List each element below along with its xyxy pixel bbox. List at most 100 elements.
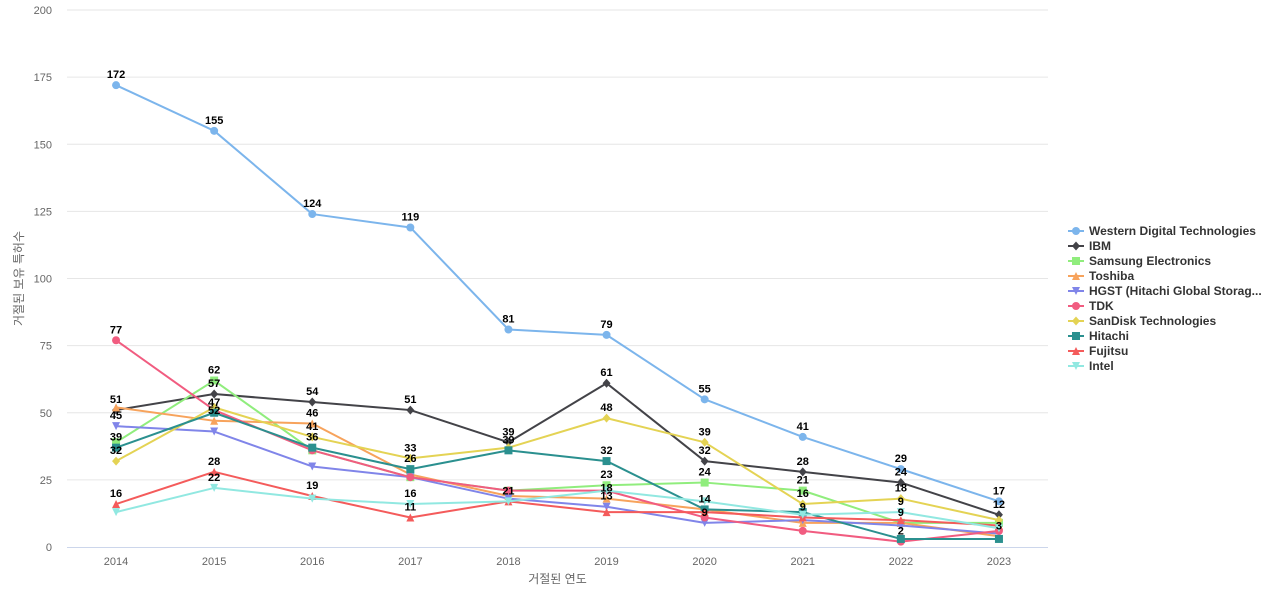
- data-point: [798, 510, 807, 519]
- data-point: [602, 413, 611, 423]
- legend-item-samsung-electronics[interactable]: Samsung Electronics: [1068, 254, 1211, 268]
- data-point: [798, 467, 807, 477]
- data-point: [896, 478, 905, 488]
- data-label: 36: [306, 432, 318, 444]
- data-point: [602, 494, 611, 503]
- legend-marker: [1072, 347, 1080, 355]
- data-label: 24: [699, 467, 712, 479]
- legend-item-fujitsu[interactable]: Fujitsu: [1068, 344, 1128, 358]
- data-point: [602, 486, 611, 495]
- x-axis-title: 거절된 연도: [528, 572, 587, 586]
- legend-item-toshiba[interactable]: Toshiba: [1068, 269, 1134, 283]
- data-point: [504, 497, 513, 506]
- data-label: 62: [208, 365, 220, 377]
- data-point: [700, 478, 709, 487]
- legend-marker: [1072, 257, 1080, 265]
- x-axis-ticks: 2014 2015 2016 2017 2018 2019 2020 2021 2022 2023: [104, 556, 1011, 568]
- legend-item-sandisk-technologies[interactable]: SanDisk Technologies: [1068, 314, 1216, 328]
- legend-label: Fujitsu: [1089, 344, 1128, 358]
- data-point: [112, 443, 121, 452]
- data-point: [602, 508, 611, 517]
- data-label: 54: [306, 386, 319, 398]
- data-label: 79: [600, 319, 612, 331]
- y-tick-label: 100: [34, 274, 52, 286]
- series-line: [115, 425, 1000, 535]
- data-point: [896, 465, 905, 474]
- y-axis-ticks: 0 25 50 75 100 125 150 175 200: [34, 5, 52, 554]
- legend-item-ibm[interactable]: IBM: [1068, 239, 1111, 253]
- series-line: [115, 379, 1000, 524]
- legend-label: SanDisk Technologies: [1089, 314, 1216, 328]
- data-point: [602, 378, 611, 388]
- data-point: [602, 502, 611, 511]
- data-point: [210, 483, 219, 492]
- legend-item-hgst-hitachi-global-storag[interactable]: HGST (Hitachi Global Storag...: [1068, 284, 1262, 298]
- legend-item-intel[interactable]: Intel: [1068, 359, 1114, 373]
- data-label: 9: [898, 496, 904, 508]
- series-line: [115, 406, 1000, 522]
- data-point: [210, 408, 219, 417]
- series-line: [115, 486, 1000, 530]
- data-label: 51: [404, 394, 416, 406]
- data-point: [896, 508, 905, 517]
- data-label: 18: [895, 483, 907, 495]
- x-tick-label: 2018: [496, 556, 520, 568]
- data-point: [602, 330, 611, 339]
- legend-marker: [1072, 362, 1080, 370]
- data-point: [798, 499, 807, 509]
- legend-label: Samsung Electronics: [1089, 254, 1211, 268]
- legend-item-tdk[interactable]: TDK: [1068, 299, 1114, 313]
- data-point: [994, 515, 1003, 525]
- data-point: [308, 432, 317, 442]
- data-label: 39: [502, 426, 514, 438]
- y-tick-label: 150: [34, 139, 52, 151]
- series-line: [115, 406, 1000, 538]
- data-label: 172: [107, 69, 125, 81]
- legend-item-western-digital-technologies[interactable]: Western Digital Technologies: [1068, 224, 1256, 238]
- x-tick-label: 2017: [398, 556, 422, 568]
- data-point: [504, 437, 513, 447]
- data-point: [308, 210, 317, 219]
- series-line: [115, 411, 1000, 540]
- x-tick-label: 2016: [300, 556, 324, 568]
- data-point: [308, 443, 317, 452]
- data-label: 18: [600, 483, 612, 495]
- y-tick-label: 25: [40, 475, 52, 487]
- data-point: [112, 336, 121, 345]
- legend-marker: [1072, 316, 1080, 326]
- data-point: [504, 325, 513, 334]
- data-point: [994, 524, 1003, 533]
- data-label: 57: [208, 378, 220, 390]
- data-label: 29: [895, 453, 907, 465]
- y-tick-label: 175: [34, 72, 52, 84]
- legend-label: Hitachi: [1089, 329, 1129, 343]
- data-point: [504, 486, 513, 495]
- legend-marker: [1072, 227, 1080, 235]
- data-point: [210, 416, 219, 425]
- y-tick-label: 50: [40, 408, 52, 420]
- data-point: [504, 446, 513, 455]
- data-label: 41: [797, 421, 809, 433]
- data-point: [602, 457, 611, 466]
- data-point: [602, 481, 611, 490]
- legend-item-hitachi[interactable]: Hitachi: [1068, 329, 1129, 343]
- data-point: [994, 497, 1003, 506]
- data-label: 22: [208, 472, 220, 484]
- data-point: [406, 473, 415, 482]
- data-point: [994, 510, 1003, 520]
- y-tick-label: 125: [34, 206, 52, 218]
- legend-label: HGST (Hitachi Global Storag...: [1089, 284, 1262, 298]
- data-point: [896, 516, 905, 525]
- legend-marker: [1072, 272, 1080, 280]
- legend-label: IBM: [1089, 239, 1111, 253]
- data-label: 52: [208, 405, 220, 417]
- data-point: [308, 419, 317, 428]
- data-point: [406, 453, 415, 463]
- data-label: 41: [306, 421, 318, 433]
- data-label: 28: [208, 456, 220, 468]
- data-label: 13: [600, 491, 612, 503]
- series-fujitsu: [112, 467, 1003, 530]
- data-point: [112, 422, 121, 431]
